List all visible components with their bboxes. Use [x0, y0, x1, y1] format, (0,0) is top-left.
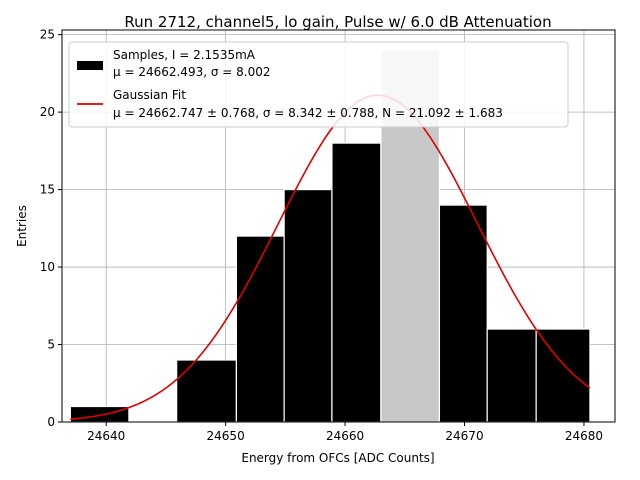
y-tick-label: 5 — [47, 338, 55, 352]
legend-samples-line1: Samples, I = 2.1535mA — [113, 48, 256, 62]
x-tick-label: 24640 — [87, 429, 125, 443]
histogram-bar — [176, 359, 237, 423]
legend-box — [68, 41, 569, 128]
legend-fit-line1: Gaussian Fit — [113, 88, 186, 102]
legend-samples-line2: μ = 24662.493, σ = 8.002 — [113, 65, 270, 79]
histogram-bar — [438, 204, 488, 423]
y-tick-label: 25 — [40, 28, 55, 42]
fit-curve-layer — [70, 94, 591, 421]
y-axis-label: Entries — [15, 205, 29, 247]
histogram-bar — [331, 142, 382, 423]
y-axis-ticks: 0 5 10 15 20 25 — [40, 28, 62, 429]
histogram-bar — [535, 328, 591, 423]
legend: Samples, I = 2.1535mA μ = 24662.493, σ =… — [68, 41, 569, 128]
y-tick-label: 0 — [47, 415, 55, 429]
y-tick-label: 15 — [40, 183, 55, 197]
x-tick-label: 24670 — [445, 429, 483, 443]
legend-fit-line2: μ = 24662.747 ± 0.768, σ = 8.342 ± 0.788… — [113, 106, 503, 120]
y-tick-label: 10 — [40, 260, 55, 274]
histogram-bar — [486, 328, 537, 423]
x-tick-label: 24660 — [326, 429, 364, 443]
histogram-bar — [235, 235, 285, 423]
gaussian-fit-curve — [70, 94, 591, 421]
x-tick-label: 24680 — [565, 429, 603, 443]
legend-samples-swatch — [77, 61, 103, 70]
x-tick-label: 24650 — [207, 429, 245, 443]
plot-frame — [61, 29, 616, 423]
y-tick-label: 20 — [40, 105, 55, 119]
x-axis-ticks: 24640 24650 24660 24670 24680 — [87, 422, 603, 443]
x-axis-label: Energy from OFCs [ADC Counts] — [241, 451, 434, 465]
chart-title: Run 2712, channel5, lo gain, Pulse w/ 6.… — [124, 13, 551, 31]
histogram-bar — [283, 188, 333, 423]
histogram-bar — [69, 405, 130, 423]
